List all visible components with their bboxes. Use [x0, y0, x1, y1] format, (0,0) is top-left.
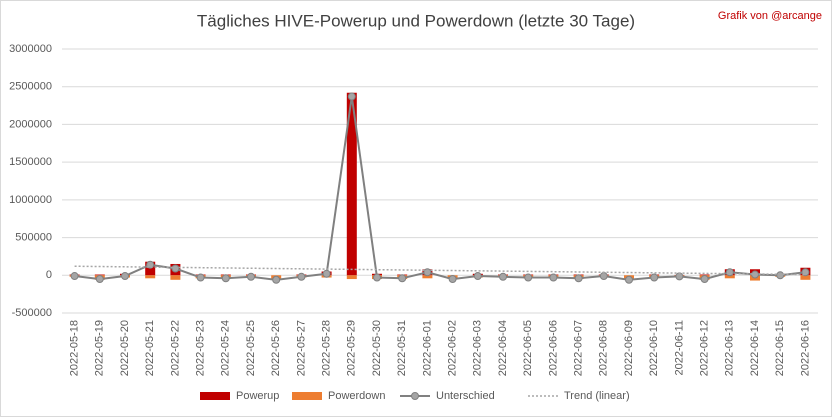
- x-tick-label: 2022-05-24: [220, 320, 232, 376]
- x-tick-label: 2022-05-21: [144, 320, 156, 376]
- legend-label: Powerup: [236, 390, 279, 402]
- bar: [145, 275, 156, 279]
- bar: [346, 92, 357, 276]
- marker: [398, 274, 407, 283]
- bar: [94, 274, 105, 276]
- marker: [221, 274, 230, 283]
- x-tick-label: 2022-06-01: [421, 320, 433, 376]
- marker: [599, 272, 608, 281]
- x-tick-label: 2022-06-11: [673, 320, 685, 375]
- y-tick-label: 1500000: [9, 156, 52, 168]
- marker: [70, 272, 79, 281]
- bar: [170, 275, 181, 280]
- x-tick-label: 2022-06-04: [497, 320, 509, 376]
- bar: [699, 274, 710, 276]
- legend-label: Powerdown: [328, 390, 385, 402]
- marker: [725, 268, 734, 277]
- x-tick-label: 2022-05-29: [346, 320, 358, 376]
- marker: [322, 269, 331, 278]
- x-tick-label: 2022-05-27: [295, 320, 307, 376]
- marker: [423, 268, 432, 277]
- marker: [549, 273, 558, 282]
- marker: [574, 274, 583, 283]
- bar: [800, 275, 811, 280]
- bar: [422, 275, 433, 279]
- marker: [650, 273, 659, 282]
- x-tick-label: 2022-06-12: [699, 320, 711, 376]
- x-tick-label: 2022-06-06: [547, 320, 559, 376]
- marker: [196, 273, 205, 282]
- legend-label: Unterschied: [436, 390, 495, 402]
- trend-line: [74, 265, 806, 276]
- marker: [776, 271, 785, 280]
- x-tick-label: 2022-06-13: [724, 320, 736, 376]
- x-tick-label: 2022-05-22: [169, 320, 181, 376]
- x-tick-label: 2022-05-19: [94, 320, 106, 376]
- marker: [473, 272, 482, 281]
- legend-swatch: [292, 392, 322, 400]
- marker: [448, 275, 457, 284]
- x-tick-label: 2022-06-07: [573, 320, 585, 376]
- x-tick-label: 2022-05-26: [270, 320, 282, 376]
- marker: [95, 275, 104, 284]
- x-tick-label: 2022-05-28: [321, 320, 333, 376]
- bar: [346, 275, 357, 280]
- legend-swatch: [411, 392, 419, 400]
- line: [74, 96, 806, 281]
- legend-swatch: [200, 392, 230, 400]
- marker: [499, 272, 507, 281]
- x-tick-label: 2022-05-20: [119, 320, 131, 376]
- y-tick-label: 1000000: [9, 194, 52, 206]
- x-tick-label: 2022-05-25: [245, 320, 257, 376]
- x-tick-label: 2022-06-14: [749, 320, 761, 376]
- x-tick-label: 2022-06-08: [598, 320, 610, 376]
- marker: [297, 272, 306, 281]
- x-tick-label: 2022-05-18: [69, 320, 81, 376]
- marker: [247, 272, 255, 281]
- y-tick-label: 0: [46, 269, 52, 281]
- chart-title: Tägliches HIVE-Powerup und Powerdown (le…: [197, 11, 635, 30]
- y-tick-label: -500000: [12, 307, 52, 319]
- x-tick-label: 2022-05-31: [396, 320, 408, 376]
- legend-label: Trend (linear): [564, 390, 630, 402]
- x-tick-label: 2022-05-30: [371, 320, 383, 376]
- x-tick-label: 2022-06-10: [648, 320, 660, 376]
- x-tick-label: 2022-06-03: [472, 320, 484, 376]
- x-tick-label: 2022-06-09: [623, 320, 635, 376]
- marker: [524, 273, 533, 282]
- marker: [272, 275, 281, 284]
- marker: [700, 275, 709, 284]
- x-tick-label: 2022-06-02: [447, 320, 459, 376]
- x-tick-label: 2022-06-05: [522, 320, 534, 376]
- y-tick-label: 3000000: [9, 43, 52, 55]
- marker: [347, 92, 356, 101]
- x-tick-label: 2022-06-16: [799, 320, 811, 376]
- bar: [724, 275, 735, 279]
- marker: [373, 273, 381, 282]
- credit: Grafik von @arcange: [718, 10, 822, 22]
- marker: [121, 272, 129, 281]
- y-tick-label: 500000: [15, 231, 52, 243]
- y-tick-label: 2000000: [9, 118, 52, 130]
- marker: [675, 272, 684, 281]
- marker: [171, 264, 180, 273]
- marker: [625, 275, 633, 284]
- x-tick-label: 2022-06-15: [774, 320, 786, 376]
- y-tick-label: 2500000: [9, 81, 52, 93]
- x-tick-label: 2022-05-23: [195, 320, 207, 376]
